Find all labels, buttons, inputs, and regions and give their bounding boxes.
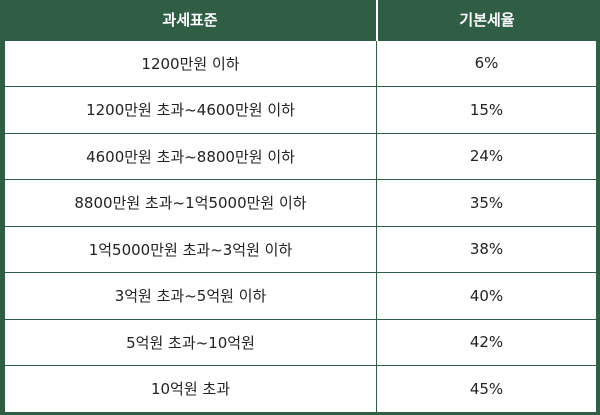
tax-rate-table: 과세표준 기본세율 1200만원 이하 6% 1200만원 초과~4600만원 … xyxy=(4,0,597,413)
tax-base-cell: 4600만원 초과~8800만원 이하 xyxy=(4,132,377,180)
table-row: 8800만원 초과~1억5000만원 이하 35% xyxy=(4,179,597,227)
tax-base-cell: 10억원 초과 xyxy=(4,365,377,413)
rate-cell: 35% xyxy=(376,179,597,227)
rate-cell: 24% xyxy=(376,132,597,180)
header-basic-rate: 기본세율 xyxy=(376,0,597,40)
header-tax-base: 과세표준 xyxy=(4,0,378,40)
rate-cell: 40% xyxy=(376,272,597,320)
table-header-row: 과세표준 기본세율 xyxy=(4,0,597,40)
tax-base-cell: 3억원 초과~5억원 이하 xyxy=(4,272,377,320)
table-row: 1200만원 초과~4600만원 이하 15% xyxy=(4,86,597,134)
rate-cell: 6% xyxy=(376,39,597,87)
table-row: 1200만원 이하 6% xyxy=(4,39,597,87)
rate-cell: 45% xyxy=(376,365,597,413)
table-row: 5억원 초과~10억원 42% xyxy=(4,318,597,366)
table-row: 4600만원 초과~8800만원 이하 24% xyxy=(4,132,597,180)
table-row: 10억원 초과 45% xyxy=(4,365,597,413)
rate-cell: 15% xyxy=(376,86,597,134)
rate-cell: 38% xyxy=(376,225,597,273)
tax-base-cell: 1200만원 초과~4600만원 이하 xyxy=(4,86,377,134)
tax-base-cell: 5억원 초과~10억원 xyxy=(4,318,377,366)
table-row: 3억원 초과~5억원 이하 40% xyxy=(4,272,597,320)
tax-base-cell: 1억5000만원 초과~3억원 이하 xyxy=(4,225,377,273)
table-row: 1억5000만원 초과~3억원 이하 38% xyxy=(4,225,597,273)
tax-base-cell: 8800만원 초과~1억5000만원 이하 xyxy=(4,179,377,227)
rate-cell: 42% xyxy=(376,318,597,366)
tax-base-cell: 1200만원 이하 xyxy=(4,39,377,87)
